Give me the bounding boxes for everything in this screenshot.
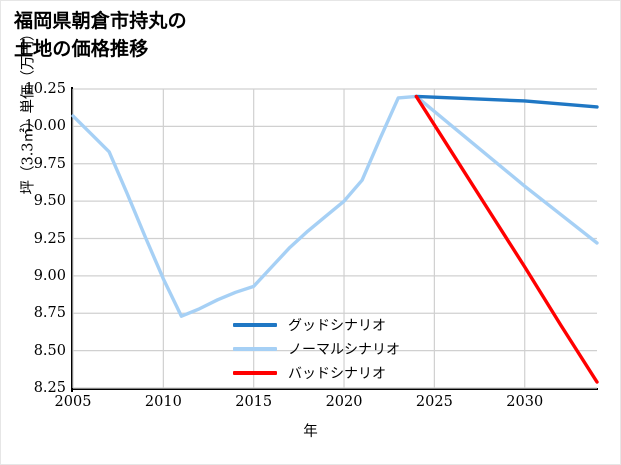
y-tick-label: 8.50 <box>33 342 66 359</box>
grid-lines <box>72 88 597 389</box>
y-tick-label: 9.00 <box>33 267 66 284</box>
x-tick-label: 2030 <box>506 394 544 410</box>
y-tick-label: 10.25 <box>24 81 66 97</box>
x-axis-label: 年 <box>303 424 318 440</box>
series-line <box>414 94 599 384</box>
plot-area <box>71 87 599 392</box>
series-line <box>414 94 599 109</box>
y-axis-spine <box>71 87 73 392</box>
legend-item[interactable]: グッドシナリオ <box>233 313 443 337</box>
x-tick-label: 2025 <box>415 394 453 410</box>
y-tick-label: 8.25 <box>33 380 66 396</box>
legend-swatch-icon <box>233 347 277 351</box>
chart-legend: グッドシナリオ ノーマルシナリオ バッドシナリオ <box>233 313 443 385</box>
x-axis-spine <box>71 388 598 390</box>
y-tick-label: 8.75 <box>33 305 66 322</box>
x-tick-label: 2020 <box>325 394 363 410</box>
y-axis-label: 坪（3.3㎡）単価（万円） <box>20 26 37 195</box>
legend-item[interactable]: バッドシナリオ <box>233 361 443 385</box>
legend-item-label: ノーマルシナリオ <box>288 342 400 358</box>
legend-swatch-icon <box>233 371 277 375</box>
x-tick-label: 2015 <box>235 394 273 410</box>
legend-swatch-icon <box>233 323 277 327</box>
legend-item-label: グッドシナリオ <box>288 318 386 334</box>
legend-item[interactable]: ノーマルシナリオ <box>233 337 443 361</box>
x-tick-label: 2005 <box>54 394 92 410</box>
y-tick-label: 9.50 <box>33 193 66 210</box>
x-tick-label: 2010 <box>144 394 182 410</box>
legend-item-label: バッドシナリオ <box>288 366 386 382</box>
page-title: 福岡県朝倉市持丸の 土地の価格推移 <box>14 11 187 60</box>
series-line <box>71 94 599 318</box>
y-tick-label: 10.00 <box>24 118 66 135</box>
y-axis-tick-labels: 8.25 8.50 8.75 9.00 9.25 9.50 9.75 10.00 10.25 <box>0 81 66 396</box>
y-tick-label: 9.25 <box>33 230 66 247</box>
y-tick-label: 9.75 <box>33 155 66 172</box>
data-lines <box>71 94 599 384</box>
